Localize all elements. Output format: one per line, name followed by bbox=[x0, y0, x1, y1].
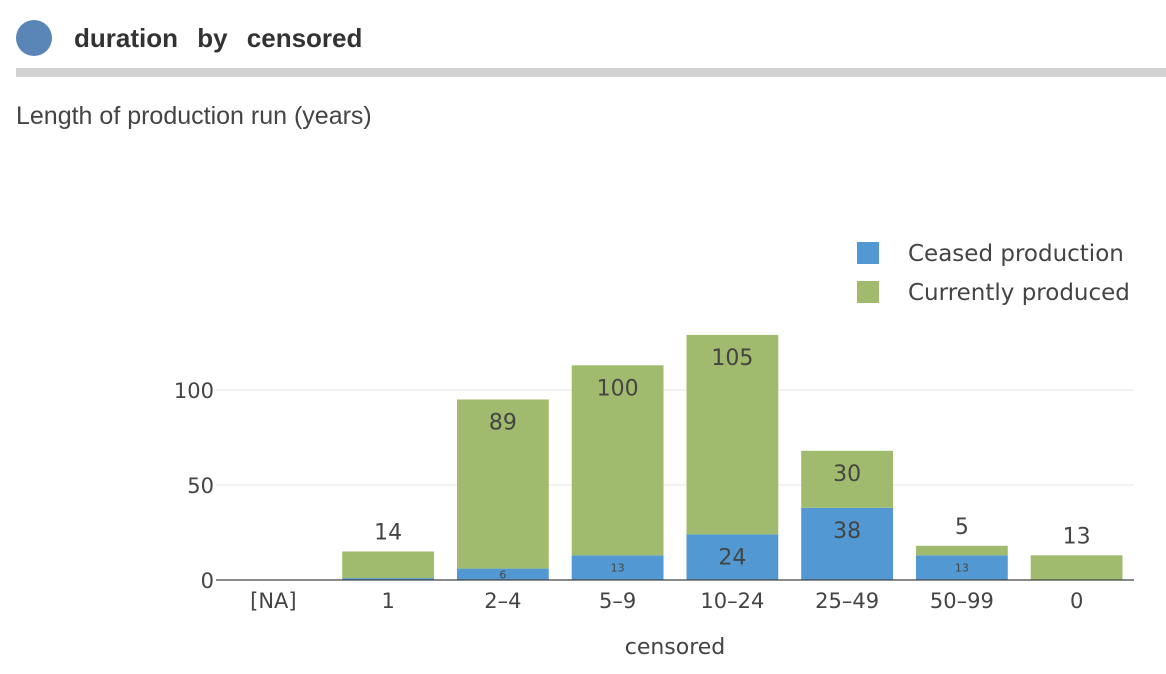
bar-segment bbox=[915, 555, 1008, 580]
x-tick-label: 5–9 bbox=[599, 589, 636, 613]
legend-entry: Ceased production bbox=[908, 241, 1124, 267]
variable-dot-icon bbox=[16, 20, 52, 56]
y-tick-label: 0 bbox=[201, 569, 214, 593]
x-tick-label: 2–4 bbox=[484, 589, 521, 613]
bar-segment bbox=[571, 555, 664, 580]
data-label: 6 bbox=[499, 568, 506, 581]
data-label: 89 bbox=[489, 411, 517, 436]
x-tick-label: 10–24 bbox=[700, 589, 764, 613]
bar-segment bbox=[801, 507, 894, 580]
legend-swatch bbox=[857, 281, 879, 303]
data-label: 13 bbox=[611, 562, 625, 575]
bar-segment bbox=[342, 551, 435, 579]
x-tick-label: [NA] bbox=[250, 589, 296, 613]
bar-segment bbox=[1030, 555, 1123, 580]
bar-segment bbox=[801, 450, 894, 508]
data-label: 24 bbox=[718, 545, 746, 570]
x-tick-label: 50–99 bbox=[930, 589, 994, 613]
legend-swatch bbox=[857, 242, 879, 264]
bar-segment bbox=[571, 365, 664, 556]
data-label: 13 bbox=[1063, 524, 1091, 549]
data-label: 13 bbox=[955, 562, 969, 575]
x-axis-title: censored bbox=[625, 635, 726, 660]
bar-segment bbox=[686, 334, 779, 535]
bar-segment bbox=[915, 545, 1008, 556]
bar-segment bbox=[686, 534, 779, 580]
bar-segment bbox=[456, 568, 549, 580]
legend-entry: Currently produced bbox=[908, 280, 1130, 306]
data-label: 5 bbox=[955, 515, 969, 540]
header-divider bbox=[16, 68, 1166, 77]
y-tick-label: 100 bbox=[174, 379, 214, 403]
data-label: 100 bbox=[597, 376, 639, 401]
x-tick-label: 1 bbox=[381, 589, 394, 613]
header-title: duration by censored bbox=[74, 22, 363, 53]
x-tick-label: 25–49 bbox=[815, 589, 879, 613]
bar-segment bbox=[456, 399, 549, 569]
data-label: 14 bbox=[374, 521, 402, 546]
chart-subtitle: Length of production run (years) bbox=[16, 102, 372, 130]
x-tick-label: 0 bbox=[1070, 589, 1083, 613]
data-label: 38 bbox=[833, 519, 861, 544]
bar-segment bbox=[342, 578, 435, 580]
data-label: 30 bbox=[833, 462, 861, 487]
chart-header: duration by censored bbox=[16, 14, 362, 62]
data-label: 105 bbox=[711, 346, 753, 371]
y-tick-label: 50 bbox=[187, 474, 214, 498]
